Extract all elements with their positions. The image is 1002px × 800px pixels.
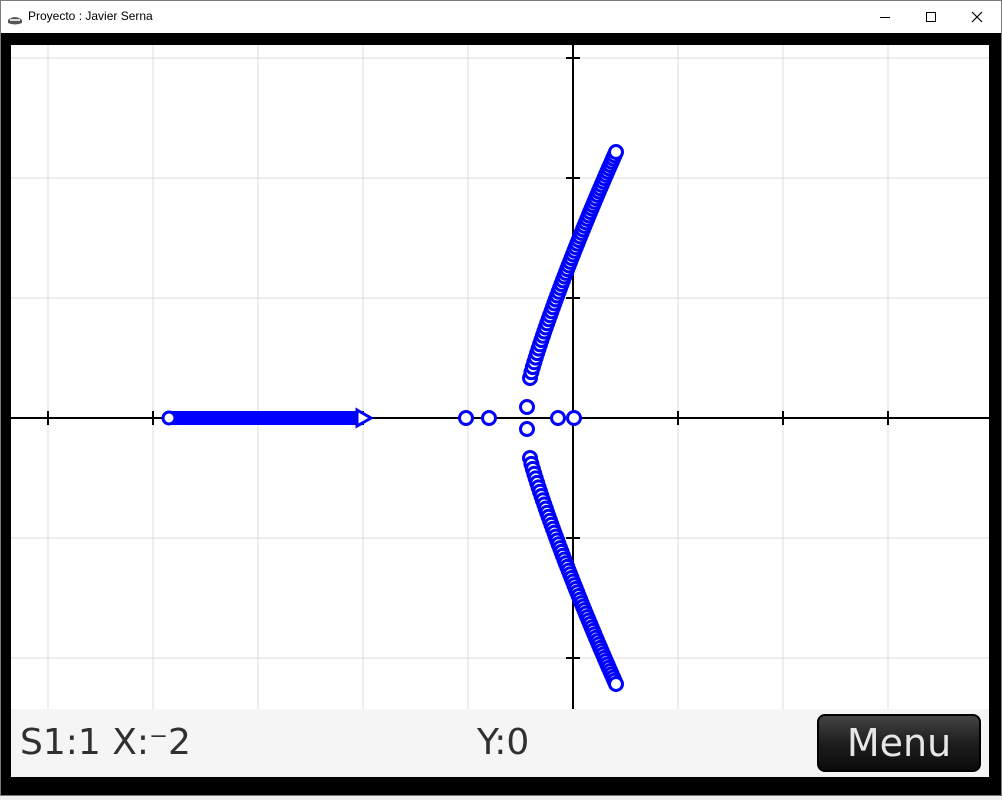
calculator-icon bbox=[7, 11, 23, 25]
plot-point bbox=[608, 144, 624, 160]
plot-area[interactable] bbox=[11, 45, 989, 709]
maximize-button[interactable] bbox=[908, 1, 954, 33]
plot-points bbox=[161, 144, 624, 692]
window-title: Proyecto : Javier Serna bbox=[28, 9, 153, 23]
plot-point bbox=[355, 407, 375, 429]
title-bar[interactable]: Proyecto : Javier Serna bbox=[1, 1, 1001, 33]
plot-point bbox=[161, 410, 177, 426]
grid-lines bbox=[11, 45, 989, 709]
calculator-screen: S1:1 X:⁻2 Y:0 Menu bbox=[11, 45, 989, 777]
minimize-icon bbox=[880, 17, 890, 18]
close-icon bbox=[971, 11, 983, 23]
axes bbox=[11, 45, 989, 709]
maximize-icon bbox=[926, 12, 936, 22]
status-bar: S1:1 X:⁻2 Y:0 Menu bbox=[11, 709, 989, 777]
plot-point bbox=[550, 410, 566, 426]
minimize-button[interactable] bbox=[862, 1, 908, 33]
plot-point bbox=[519, 399, 535, 415]
plot-point bbox=[481, 410, 497, 426]
y-coordinate-readout: Y:0 bbox=[477, 722, 530, 763]
plot-point bbox=[458, 410, 474, 426]
close-button[interactable] bbox=[954, 1, 1000, 33]
plot-point bbox=[608, 676, 624, 692]
x-coordinate-readout: S1:1 X:⁻2 bbox=[20, 722, 191, 763]
plot-point bbox=[566, 410, 582, 426]
menu-button[interactable]: Menu bbox=[817, 714, 981, 772]
window-bottom-edge bbox=[1, 795, 1002, 796]
plot-point bbox=[519, 421, 535, 437]
